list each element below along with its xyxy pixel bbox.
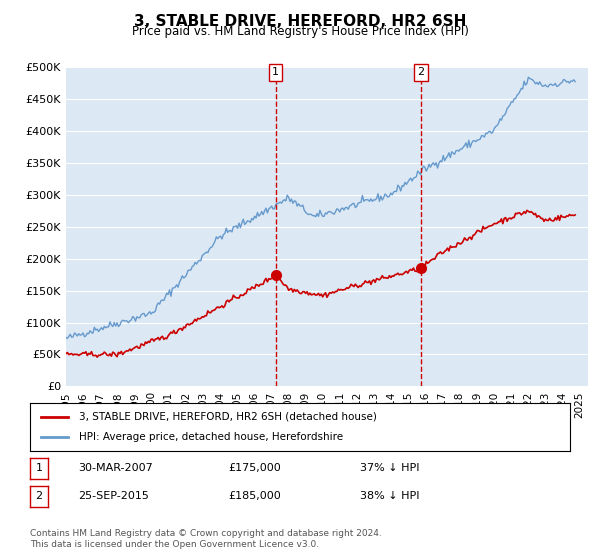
Text: 1: 1 <box>35 463 43 473</box>
Text: 25-SEP-2015: 25-SEP-2015 <box>78 491 149 501</box>
Text: 3, STABLE DRIVE, HEREFORD, HR2 6SH: 3, STABLE DRIVE, HEREFORD, HR2 6SH <box>134 14 466 29</box>
Text: Price paid vs. HM Land Registry's House Price Index (HPI): Price paid vs. HM Land Registry's House … <box>131 25 469 38</box>
Text: 38% ↓ HPI: 38% ↓ HPI <box>360 491 419 501</box>
Text: 37% ↓ HPI: 37% ↓ HPI <box>360 463 419 473</box>
Text: 1: 1 <box>272 67 279 77</box>
Text: £185,000: £185,000 <box>228 491 281 501</box>
Text: HPI: Average price, detached house, Herefordshire: HPI: Average price, detached house, Here… <box>79 432 343 442</box>
Text: £175,000: £175,000 <box>228 463 281 473</box>
Text: Contains HM Land Registry data © Crown copyright and database right 2024.
This d: Contains HM Land Registry data © Crown c… <box>30 529 382 549</box>
Text: 2: 2 <box>35 491 43 501</box>
Text: 30-MAR-2007: 30-MAR-2007 <box>78 463 153 473</box>
Text: 3, STABLE DRIVE, HEREFORD, HR2 6SH (detached house): 3, STABLE DRIVE, HEREFORD, HR2 6SH (deta… <box>79 412 376 422</box>
Text: 2: 2 <box>418 67 425 77</box>
